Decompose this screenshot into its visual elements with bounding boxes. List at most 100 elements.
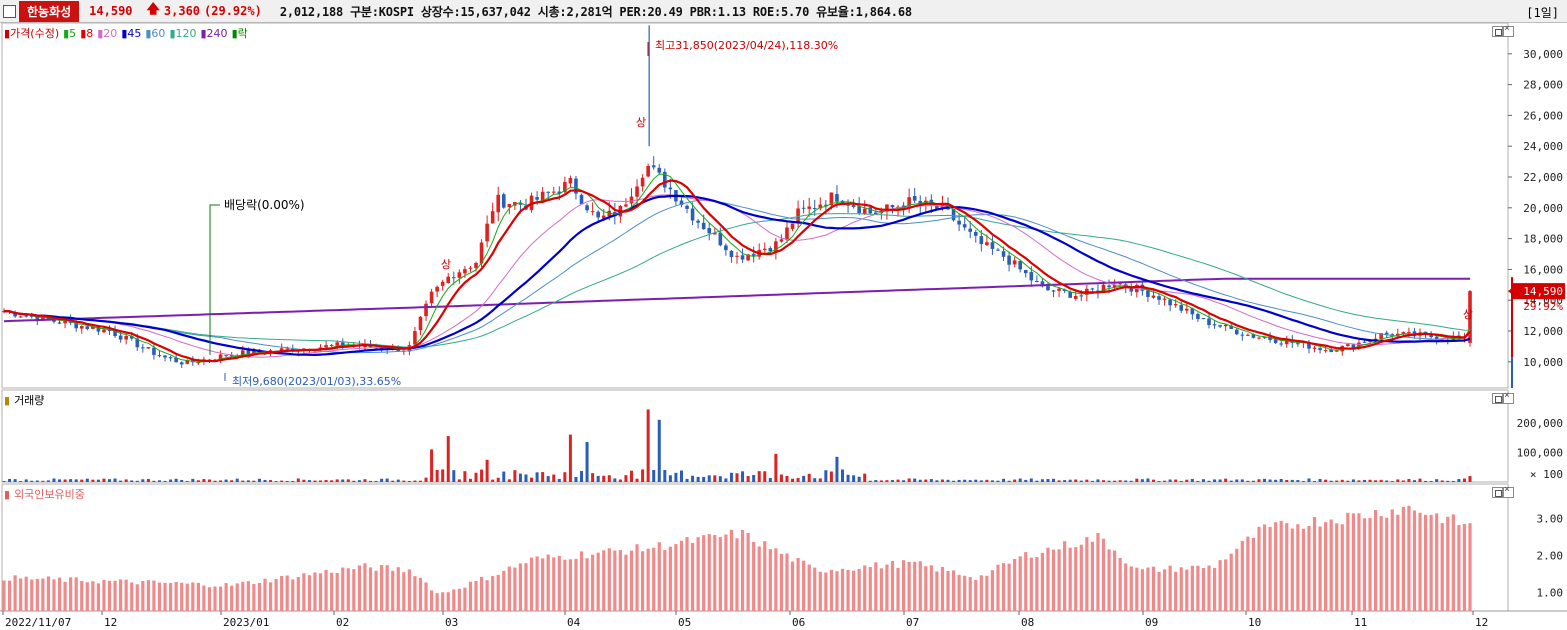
price-panel-maximize-icon[interactable]	[1492, 26, 1503, 37]
foreign-ownership-bar	[163, 582, 167, 611]
volume-bar	[618, 479, 622, 482]
foreign-ownership-bar	[1240, 540, 1244, 611]
volume-bar	[702, 476, 706, 482]
volume-panel-maximize-icon[interactable]	[1492, 393, 1503, 404]
foreign-ownership-bar	[1362, 518, 1367, 611]
candle-body	[174, 357, 178, 363]
foreign-ownership-bar	[1296, 524, 1300, 611]
foreign-ownership-bar	[363, 563, 367, 611]
candle-body	[518, 202, 523, 205]
foreign-ownership-bar	[1379, 516, 1383, 611]
volume-bar	[963, 479, 967, 482]
candle-body	[85, 326, 90, 330]
foreign-ownership-bar	[341, 567, 345, 611]
legend-item-6[interactable]: ▮120	[169, 27, 197, 40]
foreign-ownership-bar	[1063, 541, 1067, 611]
volume-bar	[585, 442, 589, 482]
candle-body	[1196, 313, 1200, 319]
candle-body	[335, 342, 339, 346]
volume-panel-close-icon[interactable]	[1503, 390, 1514, 404]
volume-bar	[330, 480, 334, 482]
candle-body	[57, 322, 62, 324]
foreign-tick-label: 3.00	[1537, 513, 1564, 526]
candle-body	[824, 204, 828, 206]
volume-bar	[24, 479, 28, 482]
volume-bar	[35, 480, 39, 482]
legend-item-1[interactable]: ▮5	[63, 27, 77, 40]
foreign-ownership-bar	[541, 558, 545, 611]
candle-body	[1107, 285, 1111, 288]
legend-item-2[interactable]: ▮8	[80, 27, 94, 40]
foreign-ownership-bar	[235, 583, 239, 611]
candle-body	[807, 206, 811, 209]
volume-bar	[979, 480, 983, 482]
volume-bar	[713, 475, 717, 482]
foreign-ownership-bar	[1324, 522, 1328, 611]
volume-bar	[1257, 479, 1261, 482]
candle-body	[635, 186, 639, 197]
foreign-panel-close-icon[interactable]	[1503, 484, 1514, 498]
candle-body	[340, 342, 345, 347]
current-price-tag	[1513, 283, 1565, 300]
volume-bar	[1379, 479, 1383, 482]
foreign-ownership-bar	[546, 554, 550, 611]
candle-body	[1401, 332, 1406, 334]
candle-body	[1012, 260, 1017, 265]
candle-body	[96, 326, 101, 332]
volume-bar	[552, 474, 556, 482]
volume-bar	[374, 480, 378, 482]
candle-body	[1201, 318, 1206, 320]
legend-item-3[interactable]: ▮20	[97, 27, 118, 40]
volume-bar	[679, 470, 683, 482]
volume-bar	[1435, 479, 1439, 482]
legend-item-4[interactable]: ▮45	[121, 27, 142, 40]
foreign-panel-maximize-icon[interactable]	[1492, 487, 1503, 498]
foreign-ownership-bar	[13, 575, 17, 611]
volume-bar	[430, 449, 434, 482]
volume-bar	[341, 479, 345, 482]
volume-bar	[890, 480, 894, 482]
volume-bar	[52, 478, 56, 482]
volume-panel	[1, 389, 1509, 483]
volume-bar	[1251, 480, 1255, 482]
volume-bar	[1285, 479, 1289, 482]
foreign-ownership-bar	[624, 554, 628, 611]
select-checkbox[interactable]	[3, 4, 16, 18]
candle-body	[829, 192, 834, 206]
price-panel-close-icon[interactable]	[1503, 23, 1514, 37]
foreign-ownership-bar	[896, 567, 900, 611]
candle-body	[935, 206, 939, 210]
foreign-ownership-bar	[1013, 558, 1017, 611]
volume-bar	[779, 474, 783, 482]
volume-bar	[396, 479, 400, 482]
volume-bar	[724, 478, 728, 482]
candle-body	[463, 269, 467, 274]
volume-bar	[407, 480, 411, 482]
period-selector[interactable]: [1일]	[1526, 6, 1559, 20]
volume-bar	[829, 471, 833, 482]
foreign-ownership-bar	[52, 579, 56, 611]
legend-item-0[interactable]: ▮가격(수정)	[4, 27, 60, 40]
legend-item-8[interactable]: ▮락	[231, 27, 248, 40]
foreign-ownership-bar	[491, 576, 495, 611]
foreign-ownership-bar	[157, 582, 162, 611]
foreign-ownership-bar	[268, 582, 273, 611]
volume-bar	[274, 481, 278, 482]
candle-body	[818, 204, 823, 209]
foreign-ownership-bar	[1285, 523, 1289, 611]
legend-item-7[interactable]: ▮240	[200, 27, 228, 40]
foreign-ownership-bar	[1423, 514, 1428, 611]
volume-bar	[369, 480, 372, 482]
volume-bar	[257, 478, 261, 482]
foreign-ownership-bar	[130, 582, 134, 611]
foreign-ownership-bar	[280, 576, 284, 611]
stock-name[interactable]: 한농화성	[19, 0, 80, 22]
foreign-ownership-bar	[729, 529, 734, 611]
candle-body	[1434, 336, 1439, 340]
foreign-ownership-bar	[391, 570, 395, 611]
price-panel	[1, 22, 1509, 389]
volume-bar	[1240, 479, 1244, 482]
legend-item-5[interactable]: ▮60	[145, 27, 166, 40]
foreign-ownership-bar	[46, 576, 51, 611]
